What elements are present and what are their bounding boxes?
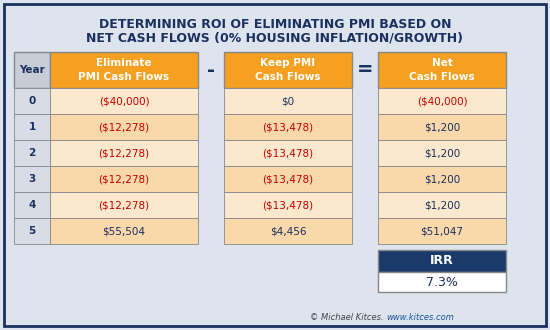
Text: ($40,000): ($40,000) — [417, 96, 467, 106]
Bar — [224, 166, 352, 192]
Bar — [378, 88, 506, 114]
Text: -: - — [207, 60, 215, 80]
Bar — [378, 166, 506, 192]
Text: Cash Flows: Cash Flows — [409, 72, 475, 82]
Text: 5: 5 — [29, 226, 36, 236]
Bar — [50, 88, 198, 114]
Text: NET CASH FLOWS (0% HOUSING INFLATION/GROWTH): NET CASH FLOWS (0% HOUSING INFLATION/GRO… — [86, 31, 464, 45]
Bar — [14, 192, 50, 218]
Text: IRR: IRR — [430, 254, 454, 268]
Text: ($13,478): ($13,478) — [262, 148, 313, 158]
Bar — [224, 218, 352, 244]
Text: Keep PMI: Keep PMI — [261, 58, 316, 68]
Text: ($13,478): ($13,478) — [262, 174, 313, 184]
Bar — [224, 52, 352, 88]
Text: 4: 4 — [28, 200, 36, 210]
Text: $1,200: $1,200 — [424, 200, 460, 210]
Bar — [378, 218, 506, 244]
Bar — [14, 166, 50, 192]
Text: Year: Year — [19, 65, 45, 75]
Text: ($13,478): ($13,478) — [262, 122, 313, 132]
Text: ($40,000): ($40,000) — [98, 96, 149, 106]
Text: www.kitces.com: www.kitces.com — [386, 313, 454, 321]
Bar — [50, 166, 198, 192]
Bar — [378, 52, 506, 88]
Bar — [378, 140, 506, 166]
Text: 0: 0 — [29, 96, 36, 106]
Text: ($12,278): ($12,278) — [98, 174, 150, 184]
Text: Net: Net — [432, 58, 453, 68]
Bar — [50, 140, 198, 166]
Bar — [378, 192, 506, 218]
Bar — [224, 114, 352, 140]
Text: ($13,478): ($13,478) — [262, 200, 313, 210]
Bar — [50, 218, 198, 244]
Text: ($12,278): ($12,278) — [98, 200, 150, 210]
Bar — [378, 272, 506, 292]
Text: 7.3%: 7.3% — [426, 276, 458, 288]
Text: Eliminate: Eliminate — [96, 58, 152, 68]
Text: Cash Flows: Cash Flows — [255, 72, 321, 82]
Bar — [50, 52, 198, 88]
Text: DETERMINING ROI OF ELIMINATING PMI BASED ON: DETERMINING ROI OF ELIMINATING PMI BASED… — [99, 18, 451, 31]
Text: $1,200: $1,200 — [424, 122, 460, 132]
Text: =: = — [357, 60, 373, 80]
Text: $0: $0 — [282, 96, 295, 106]
Text: $1,200: $1,200 — [424, 148, 460, 158]
Bar — [378, 250, 506, 272]
Text: $55,504: $55,504 — [102, 226, 146, 236]
Bar — [378, 114, 506, 140]
Bar — [50, 114, 198, 140]
Bar — [14, 88, 50, 114]
Bar — [14, 52, 50, 88]
Text: © Michael Kitces.: © Michael Kitces. — [310, 313, 386, 321]
Text: PMI Cash Flows: PMI Cash Flows — [79, 72, 169, 82]
Text: $4,456: $4,456 — [270, 226, 306, 236]
Text: 1: 1 — [29, 122, 36, 132]
Text: ($12,278): ($12,278) — [98, 148, 150, 158]
Bar — [224, 192, 352, 218]
Bar — [14, 140, 50, 166]
Text: 3: 3 — [29, 174, 36, 184]
Text: $51,047: $51,047 — [421, 226, 464, 236]
Bar — [50, 192, 198, 218]
Text: ($12,278): ($12,278) — [98, 122, 150, 132]
Text: $1,200: $1,200 — [424, 174, 460, 184]
Bar — [14, 114, 50, 140]
Bar — [224, 140, 352, 166]
Bar — [224, 88, 352, 114]
Text: 2: 2 — [29, 148, 36, 158]
Bar — [14, 218, 50, 244]
